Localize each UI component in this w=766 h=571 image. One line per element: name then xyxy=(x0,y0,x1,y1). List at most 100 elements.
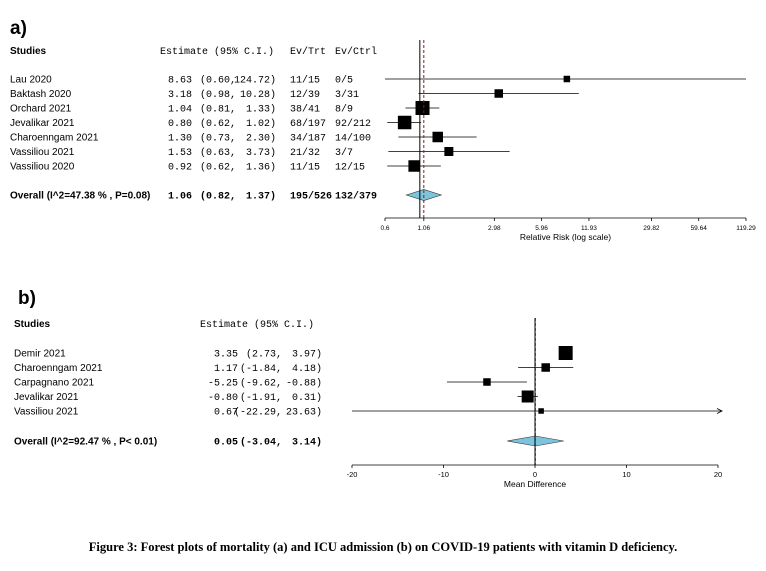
panel-a-point-estimate xyxy=(444,147,454,156)
panel-b-study-ci-lower: (-1.84, xyxy=(240,363,282,375)
panel-b-study-ci-upper: 3.97) xyxy=(292,349,322,361)
panel-a-study-ev-trt: 34/187 xyxy=(290,133,326,145)
panel-a-study-ev-ctrl: 92/212 xyxy=(335,118,371,130)
panel-b-tick-label: -20 xyxy=(347,470,358,479)
panel-a: a) Studies Estimate (95% C.I.) Ev/Trt Ev… xyxy=(10,18,756,242)
panel-a-study-ev-ctrl: 12/15 xyxy=(335,162,365,174)
panel-a-study-name: Baktash 2020 xyxy=(10,89,72,100)
panel-a-overall-ev-trt: 195/526 xyxy=(290,191,332,203)
panel-a-study-ci-upper: 1.36) xyxy=(246,162,276,174)
panel-a-study-ev-ctrl: 0/5 xyxy=(335,75,353,87)
panel-a-study-name: Charoenngam 2021 xyxy=(10,133,99,144)
panel-a-tick-label: 1.06 xyxy=(417,225,430,232)
panel-a-study-ev-ctrl: 8/9 xyxy=(335,104,353,116)
panel-a-study-name: Vassiliou 2021 xyxy=(10,147,75,158)
panel-a-study-ci-lower: (0.98, xyxy=(200,89,236,101)
panel-b-ci-arrow xyxy=(716,408,723,414)
panel-a-tick-label: 2.98 xyxy=(488,225,501,232)
panel-a-study-ev-ctrl: 3/7 xyxy=(335,147,353,159)
panel-a-overall-ci-lower: (0.82, xyxy=(200,191,236,203)
panel-a-point-estimate xyxy=(408,160,420,172)
panel-a-study-ev-ctrl: 3/31 xyxy=(335,89,359,101)
panel-a-estimate-header: Estimate (95% C.I.) xyxy=(160,46,274,58)
panel-a-study-estimate: 0.92 xyxy=(168,163,192,174)
panel-b-study-ci-lower: (2.73, xyxy=(246,349,282,361)
panel-a-study-ci-lower: (0.73, xyxy=(200,133,236,145)
panel-a-study-ev-trt: 68/197 xyxy=(290,118,326,130)
panel-b-estimate-header: Estimate (95% C.I.) xyxy=(200,319,314,331)
panel-a-trt-header: Ev/Trt xyxy=(290,46,326,58)
panel-a-label: a) xyxy=(10,18,27,39)
panel-b-study-ci-upper: 23.63) xyxy=(286,407,322,419)
panel-b-point-estimate xyxy=(558,346,573,360)
panel-a-study-ci-upper: 124.72) xyxy=(234,75,276,87)
panel-a-study-name: Jevalikar 2021 xyxy=(10,118,75,129)
panel-a-tick-label: 5.96 xyxy=(535,225,548,232)
panel-a-study-name: Lau 2020 xyxy=(10,75,52,86)
panel-a-point-estimate xyxy=(494,89,504,98)
panel-b-point-estimate xyxy=(538,408,544,414)
panel-a-study-ci-lower: (0.81, xyxy=(200,104,236,116)
panel-b-tick-label: 0 xyxy=(533,470,537,479)
panel-b-point-estimate xyxy=(521,390,534,403)
panel-a-study-ci-upper: 1.02) xyxy=(246,118,276,130)
panel-a-study-estimate: 1.30 xyxy=(168,134,192,145)
panel-a-overall-ev-ctrl: 132/379 xyxy=(335,191,377,203)
panel-a-study-ci-upper: 3.73) xyxy=(246,147,276,159)
panel-b-study-ci-upper: 0.31) xyxy=(292,392,322,404)
panel-a-study-ci-lower: (0.62, xyxy=(200,162,236,174)
panel-b-overall-ci-upper: 3.14) xyxy=(292,437,322,449)
panel-a-x-axis-title: Relative Risk (log scale) xyxy=(520,232,611,242)
figure-caption: Figure 3: Forest plots of mortality (a) … xyxy=(88,540,678,554)
panel-a-tick-label: 0.6 xyxy=(380,225,389,232)
panel-b-study-estimate: 0.67 xyxy=(214,408,238,419)
panel-a-study-estimate: 0.80 xyxy=(168,119,192,130)
panel-a-study-ev-ctrl: 14/100 xyxy=(335,133,371,145)
panel-b-overall-ci-lower: (-3.04, xyxy=(240,437,282,449)
panel-a-study-ci-upper: 10.28) xyxy=(240,89,276,101)
panel-b-point-estimate xyxy=(541,363,550,372)
panel-b-study-name: Carpagnano 2021 xyxy=(14,378,95,389)
panel-b-study-name: Jevalikar 2021 xyxy=(14,392,79,403)
panel-b-tick-label: 20 xyxy=(714,470,722,479)
panel-b-study-estimate: 3.35 xyxy=(214,350,238,361)
panel-a-study-ev-trt: 21/32 xyxy=(290,147,320,159)
panel-a-study-ev-trt: 11/15 xyxy=(290,75,320,87)
panel-b-point-estimate xyxy=(483,378,491,386)
panel-a-study-ci-upper: 2.30) xyxy=(246,133,276,145)
panel-b-tick-label: 10 xyxy=(622,470,630,479)
panel-a-overall-label: Overall (I^2=47.38 % , P=0.08) xyxy=(10,191,150,202)
panel-a-study-ev-trt: 11/15 xyxy=(290,162,320,174)
panel-b-x-axis-title: Mean Difference xyxy=(504,479,566,489)
panel-b-study-ci-lower: (-9.62, xyxy=(240,378,282,390)
panel-a-study-name: Orchard 2021 xyxy=(10,104,72,115)
panel-a-study-estimate: 3.18 xyxy=(168,90,192,101)
panel-a-tick-label: 59.64 xyxy=(691,225,708,232)
panel-a-point-estimate xyxy=(397,115,412,130)
panel-b-tick-label: -10 xyxy=(438,470,449,479)
panel-a-study-ev-trt: 12/39 xyxy=(290,89,320,101)
panel-b-study-estimate: -5.25 xyxy=(208,379,238,390)
panel-b-study-ci-lower: (-1.91, xyxy=(240,392,282,404)
panel-a-tick-label: 11.93 xyxy=(581,225,597,232)
panel-b-study-ci-lower: (-22.29, xyxy=(234,407,282,419)
panel-b-label: b) xyxy=(18,288,36,309)
panel-a-study-ev-trt: 38/41 xyxy=(290,104,320,116)
panel-b-study-ci-upper: 4.18) xyxy=(292,363,322,375)
panel-b-overall-label: Overall (I^2=92.47 % , P< 0.01) xyxy=(14,437,157,448)
panel-b-overall-estimate: 0.05 xyxy=(214,438,238,449)
panel-a-overall-estimate: 1.06 xyxy=(168,192,192,203)
panel-a-tick-label: 119.29 xyxy=(736,225,756,232)
panel-b: b) Studies Estimate (95% C.I.) Demir 202… xyxy=(14,288,723,489)
panel-b-study-ci-upper: -0.88) xyxy=(286,378,322,390)
panel-a-ctrl-header: Ev/Ctrl xyxy=(335,46,377,58)
panel-b-studies-header: Studies xyxy=(14,319,51,330)
panel-a-studies-header: Studies xyxy=(10,46,47,57)
panel-b-study-name: Charoenngam 2021 xyxy=(14,363,103,374)
panel-b-study-name: Vassiliou 2021 xyxy=(14,407,79,418)
panel-a-study-estimate: 1.53 xyxy=(168,148,192,159)
panel-b-study-name: Demir 2021 xyxy=(14,349,66,360)
panel-a-study-ci-lower: (0.63, xyxy=(200,147,236,159)
panel-a-overall-ci-upper: 1.37) xyxy=(246,191,276,203)
